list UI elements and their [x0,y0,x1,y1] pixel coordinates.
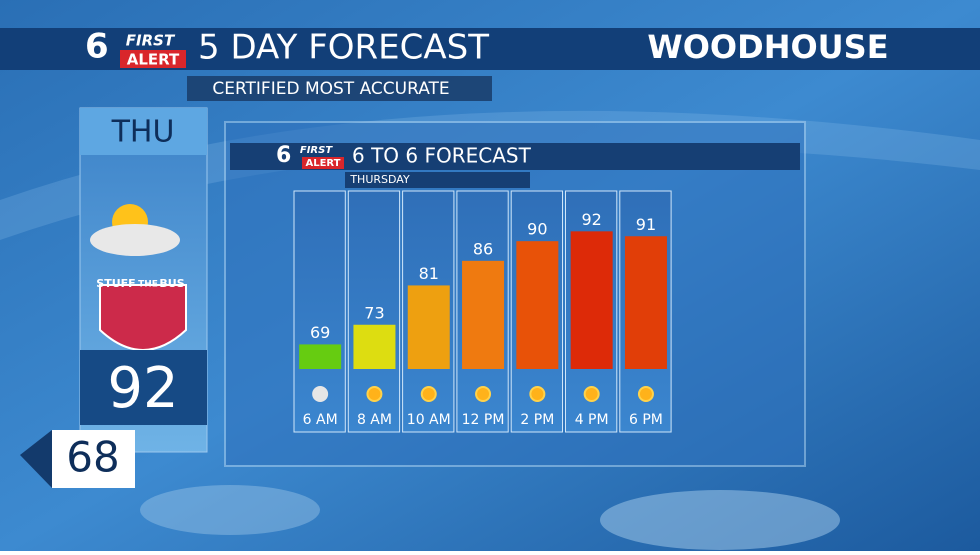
value-label: 90 [527,220,547,239]
x-tick-label: 6 PM [629,412,663,428]
low-wedge [20,430,52,488]
badge-text: STUFF [96,277,135,290]
logo-number: 6 [85,27,109,67]
value-label: 81 [419,264,439,283]
chart-logo-first: FIRST [300,145,333,156]
x-tick-label: 8 AM [357,412,392,428]
x-tick-label: 12 PM [462,412,505,428]
logo-alert-bg [120,50,186,68]
high-bg [80,350,207,425]
value-label: 92 [581,210,601,229]
sun-icon [583,386,600,402]
value-label: 86 [473,239,493,258]
sun-icon [637,386,654,402]
subtitle: CERTIFIED MOST ACCURATE [212,79,449,99]
bar [516,241,559,369]
title: 5 DAY FORECAST [198,28,489,68]
logo-alert: ALERT [127,51,180,69]
bar [407,285,450,369]
chart-subtitle-bg [345,172,530,188]
bar [353,324,396,369]
day-header [80,108,207,155]
subtitle-bg [187,76,492,101]
chart-logo-number: 6 [276,143,291,168]
moon-icon [312,386,329,402]
x-tick-label: 4 PM [575,412,609,428]
value-label: 69 [310,323,330,342]
sun-icon [475,386,492,402]
chart-logo-alert: ALERT [305,158,340,169]
value-label: 91 [636,215,656,234]
bar [462,260,505,369]
sun-icon [366,386,383,402]
low-bg [52,430,135,488]
chart-title: 6 TO 6 FORECAST [352,144,532,168]
cloud [600,490,840,550]
sun-icon [420,386,437,402]
cloud [140,485,320,535]
sun-icon [529,386,546,402]
bar [624,236,667,369]
chart-logo-alert-bg [302,157,344,169]
high: 92 [107,356,178,421]
low: 68 [66,433,119,482]
logo-first: FIRST [126,32,176,50]
x-tick-label: 2 PM [520,412,554,428]
chart-subtitle: THURSDAY [349,173,410,186]
x-tick-label: 6 AM [303,412,338,428]
badge-text: THE [138,280,158,290]
badge [99,284,187,351]
badge-text: BUS [159,277,184,290]
day: THU [111,115,175,150]
cloud-icon [90,224,180,256]
bar [299,344,342,369]
sponsor: WOODHOUSE [647,28,888,66]
value-label: 73 [364,303,384,322]
bar [570,231,613,369]
x-tick-label: 10 AM [407,412,451,428]
